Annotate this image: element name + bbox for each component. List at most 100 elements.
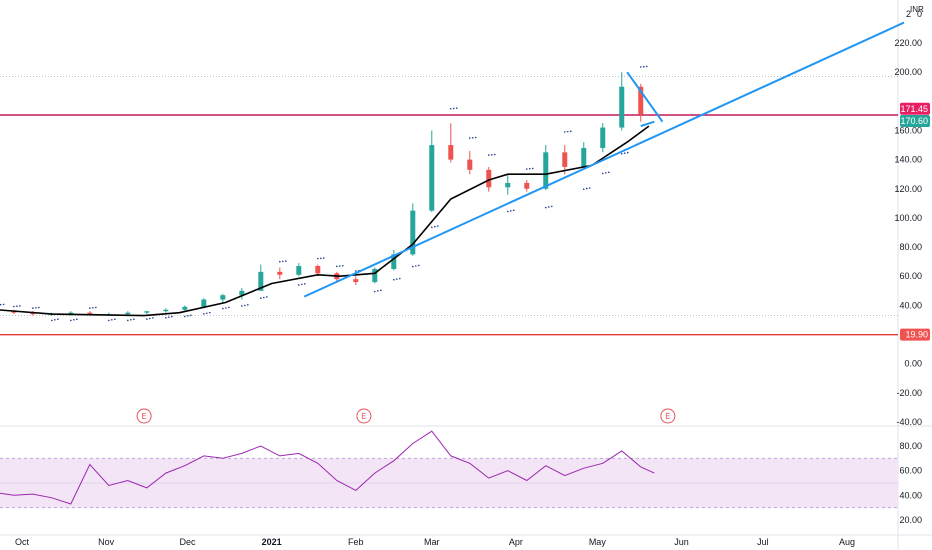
psar-dot [449, 107, 452, 110]
earnings-marker[interactable]: E [660, 408, 676, 424]
price-axis-tick-label: 200.00 [894, 67, 922, 77]
price-axis-partial-label: 2 [906, 9, 911, 19]
psar-dot [19, 305, 21, 307]
price-tag-label: 171.45 [900, 104, 928, 114]
psar-dot [398, 277, 401, 280]
price-axis-tick-label: 140.00 [894, 155, 922, 165]
psar-dot [487, 154, 490, 156]
psar-dot [225, 307, 227, 309]
candle-body [220, 295, 226, 300]
candle [144, 311, 150, 315]
psar-dot [2, 303, 5, 306]
time-axis-tick-label: Mar [424, 537, 440, 547]
candle [353, 276, 359, 285]
earnings-marker-label: E [361, 412, 366, 421]
earnings-marker[interactable]: E [136, 408, 152, 424]
candle-body [11, 311, 17, 313]
candle-body [258, 271, 264, 291]
candle [619, 72, 625, 131]
psar-dot [645, 65, 648, 68]
psar-dot [433, 225, 436, 228]
psar-dot [339, 265, 341, 267]
psar-dot [263, 296, 265, 299]
candle-body [410, 210, 416, 255]
price-axis-tick-label: 80.00 [899, 242, 922, 252]
candle-body [600, 127, 606, 148]
psar-dot [490, 153, 493, 156]
price-tag-label: 19.90 [905, 330, 928, 340]
psar-dot [114, 318, 116, 320]
psar-dot [241, 305, 243, 307]
candle-body [638, 86, 644, 115]
price-tag-pink: 171.45 [900, 102, 930, 115]
psar-dot [512, 209, 515, 212]
earnings-marker[interactable]: E [356, 408, 372, 424]
psar-dot [165, 316, 167, 319]
psar-dot [354, 270, 357, 272]
psar-dot [260, 297, 262, 299]
psar-dot [73, 318, 75, 321]
psar-dot [509, 210, 512, 212]
psar-dot [285, 260, 287, 262]
psar-dot [127, 319, 129, 322]
psar-dot [604, 172, 607, 174]
candle-body [467, 159, 473, 170]
candle [277, 267, 283, 280]
psar-dot [569, 130, 572, 133]
price-axis-tick-label: 60.00 [899, 271, 922, 281]
psar-dot [130, 318, 132, 321]
psar-dot [209, 311, 211, 314]
candle [581, 142, 587, 170]
psar-dot [266, 296, 268, 298]
psar-dot [528, 167, 531, 170]
candle [562, 145, 568, 175]
psar-dot [168, 316, 170, 318]
price-tag-bg [900, 115, 930, 128]
price-axis-tick-label: 220.00 [894, 38, 922, 48]
psar-dot [95, 306, 97, 309]
psar-dot [531, 167, 534, 170]
price-tag-bg [900, 328, 930, 341]
candle [543, 145, 549, 191]
psar-dot [373, 290, 376, 293]
price-axis-tick-label: 100.00 [894, 213, 922, 223]
candle-body [87, 312, 93, 315]
psar-dot [452, 107, 455, 110]
psar-dot [89, 307, 91, 309]
candle [600, 123, 606, 153]
rsi-axis-tick-label: 80.00 [899, 441, 922, 451]
psar-dot [588, 187, 591, 189]
time-axis-tick-label: Apr [509, 537, 523, 547]
candle-body [239, 290, 245, 296]
psar-dot [76, 318, 78, 320]
time-axis-tick-label: Dec [180, 537, 197, 547]
candle-body [182, 306, 188, 310]
candle-body [125, 312, 131, 315]
psar-dot [190, 314, 192, 317]
candle [429, 130, 435, 213]
psar-dot [171, 315, 173, 318]
psar-dot [336, 265, 338, 268]
psar-dot [298, 284, 300, 286]
price-tag-label: 170.60 [900, 116, 928, 126]
psar-dot [376, 290, 379, 292]
candle-body [163, 309, 169, 312]
candle [505, 174, 511, 195]
time-axis-tick-label: Oct [15, 537, 30, 547]
rsi-axis-tick-label: 40.00 [899, 490, 922, 500]
earnings-marker-label: E [665, 412, 670, 421]
rsi-line [0, 430, 655, 505]
ascending-trendline [303, 21, 905, 298]
candle-body [201, 299, 207, 307]
time-axis-tick-label: May [589, 537, 607, 547]
candle-body [448, 145, 454, 160]
psar-dot [57, 318, 59, 320]
candle-body [315, 266, 321, 274]
wedge-lower [640, 120, 655, 128]
price-axis-tick-label: 120.00 [894, 184, 922, 194]
psar-dot [152, 317, 154, 319]
candle-body [30, 312, 36, 315]
price-tag-bg [900, 102, 930, 115]
earnings-marker-circle [356, 408, 372, 424]
psar-dot [411, 265, 414, 268]
